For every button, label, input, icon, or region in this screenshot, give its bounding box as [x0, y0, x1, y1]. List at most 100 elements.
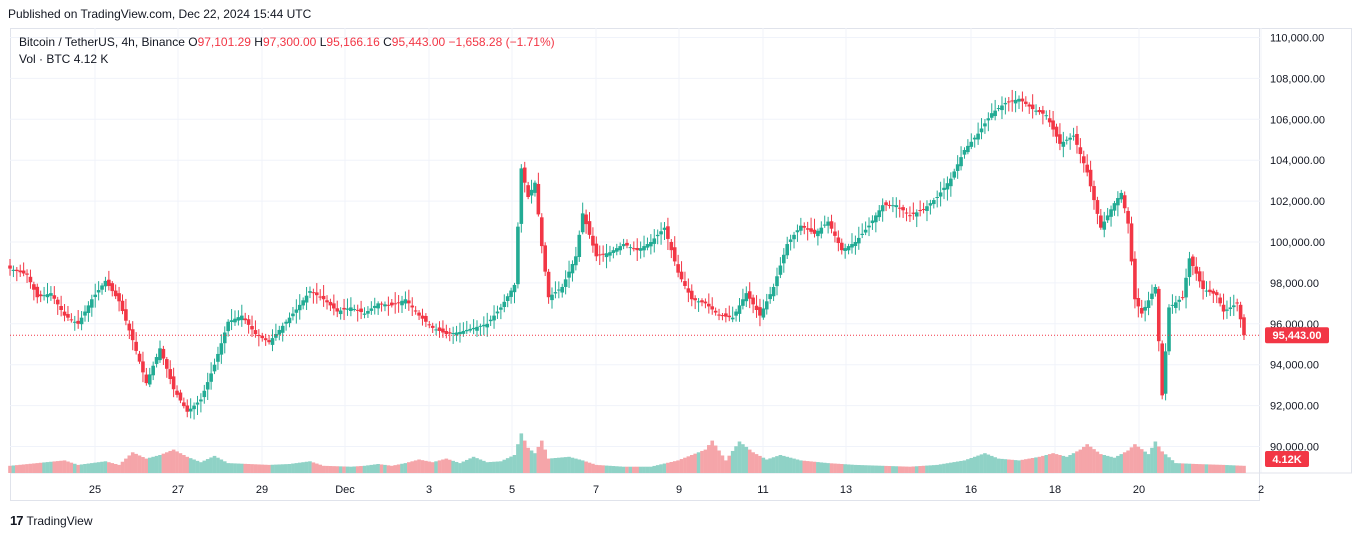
volume-bar — [400, 463, 404, 473]
volume-bar — [396, 464, 401, 473]
volume-bar — [689, 455, 694, 473]
candle-body — [618, 246, 622, 251]
candle-body — [580, 213, 585, 233]
candle-body — [519, 168, 524, 224]
candle-body — [274, 334, 278, 338]
candle-body — [458, 331, 462, 335]
candle-body — [182, 402, 186, 407]
volume-bar — [277, 464, 282, 473]
volume-bar — [199, 462, 203, 473]
published-caption: Published on TradingView.com, Dec 22, 20… — [8, 7, 312, 21]
y-tick-label: 94,000.00 — [1270, 360, 1319, 372]
volume-bar — [188, 458, 193, 473]
x-tick-label: Dec — [335, 484, 355, 496]
volume-bar — [72, 463, 77, 473]
candle-body — [454, 332, 459, 336]
volume-bar — [618, 466, 622, 473]
volume-bar — [850, 464, 854, 473]
candle-body — [250, 326, 254, 330]
candle-body — [304, 295, 309, 303]
candle-body — [853, 242, 858, 247]
candle-body — [389, 302, 394, 306]
volume-bar — [570, 457, 575, 473]
candle-body — [768, 294, 772, 300]
volume-bar — [1037, 456, 1042, 473]
y-tick-label: 106,000.00 — [1270, 114, 1325, 126]
candle-body — [550, 294, 554, 301]
tradingview-logo[interactable]: 17 TradingView — [10, 513, 93, 528]
candle-body — [488, 319, 493, 322]
candle-body — [372, 305, 377, 308]
volume-bar — [226, 463, 230, 473]
candle-body — [710, 306, 715, 310]
volume-bar — [413, 460, 418, 473]
candle-body — [35, 286, 40, 298]
volume-bar — [301, 462, 305, 473]
volume-bar — [1034, 457, 1038, 473]
volume-bar — [308, 461, 312, 473]
candle-body — [669, 241, 674, 251]
volume-bar — [420, 460, 425, 473]
candle-body — [672, 247, 677, 262]
candle-body — [979, 128, 984, 133]
candle-body — [96, 290, 101, 293]
volume-bar — [1201, 464, 1205, 473]
candle-body — [137, 353, 142, 362]
candle-body — [911, 212, 916, 214]
volume-bar — [386, 465, 391, 473]
candle-body — [280, 325, 285, 333]
candle-body — [1105, 215, 1110, 221]
volume-bar — [720, 455, 725, 473]
volume-bar — [713, 445, 718, 473]
y-tick-label: 110,000.00 — [1270, 33, 1324, 45]
candle-body — [475, 326, 479, 331]
volume-bar — [652, 465, 657, 473]
candle-body — [533, 182, 537, 193]
candle-body — [332, 303, 336, 309]
volume-bar — [782, 455, 786, 473]
candle-body — [195, 402, 200, 405]
volume-bar — [839, 464, 844, 473]
candle-body — [226, 321, 230, 332]
candle-body — [1075, 133, 1079, 145]
volume-bar — [424, 460, 428, 473]
candle-body — [686, 288, 691, 293]
candle-body — [543, 245, 547, 272]
close-label: C — [383, 35, 392, 49]
candle-body — [553, 292, 558, 294]
candle-body — [666, 226, 670, 239]
candle-body — [570, 263, 575, 274]
volume-bar — [594, 464, 599, 473]
volume-bar — [352, 466, 357, 473]
volume-bar — [666, 462, 670, 473]
candle-body — [516, 226, 520, 285]
volume-bar — [1047, 454, 1052, 473]
volume-bar — [969, 458, 974, 473]
volume-bar — [747, 449, 752, 473]
candle-body — [989, 113, 994, 118]
candle-body — [158, 348, 162, 361]
volume-bar — [1150, 447, 1154, 473]
volume-bar — [846, 464, 851, 473]
candle-body — [168, 369, 173, 380]
candle-body — [611, 250, 616, 253]
candle-body — [69, 319, 74, 321]
candle-body — [522, 167, 527, 183]
volume-bar — [107, 462, 111, 473]
candle-body — [485, 323, 490, 328]
candle-body — [212, 364, 217, 372]
volume-bar — [628, 466, 633, 473]
candle-body — [277, 329, 282, 335]
candle-body — [1034, 110, 1038, 112]
volume-bar — [185, 456, 190, 473]
volume-bar — [727, 455, 732, 473]
volume-bar — [15, 465, 19, 473]
candle-body — [918, 210, 922, 212]
volume-bar — [519, 433, 524, 473]
volume-bar — [144, 458, 149, 473]
candle-body — [1187, 258, 1192, 278]
candle-body — [1085, 164, 1089, 173]
volume-bar — [778, 455, 783, 473]
candle-body — [826, 221, 830, 226]
